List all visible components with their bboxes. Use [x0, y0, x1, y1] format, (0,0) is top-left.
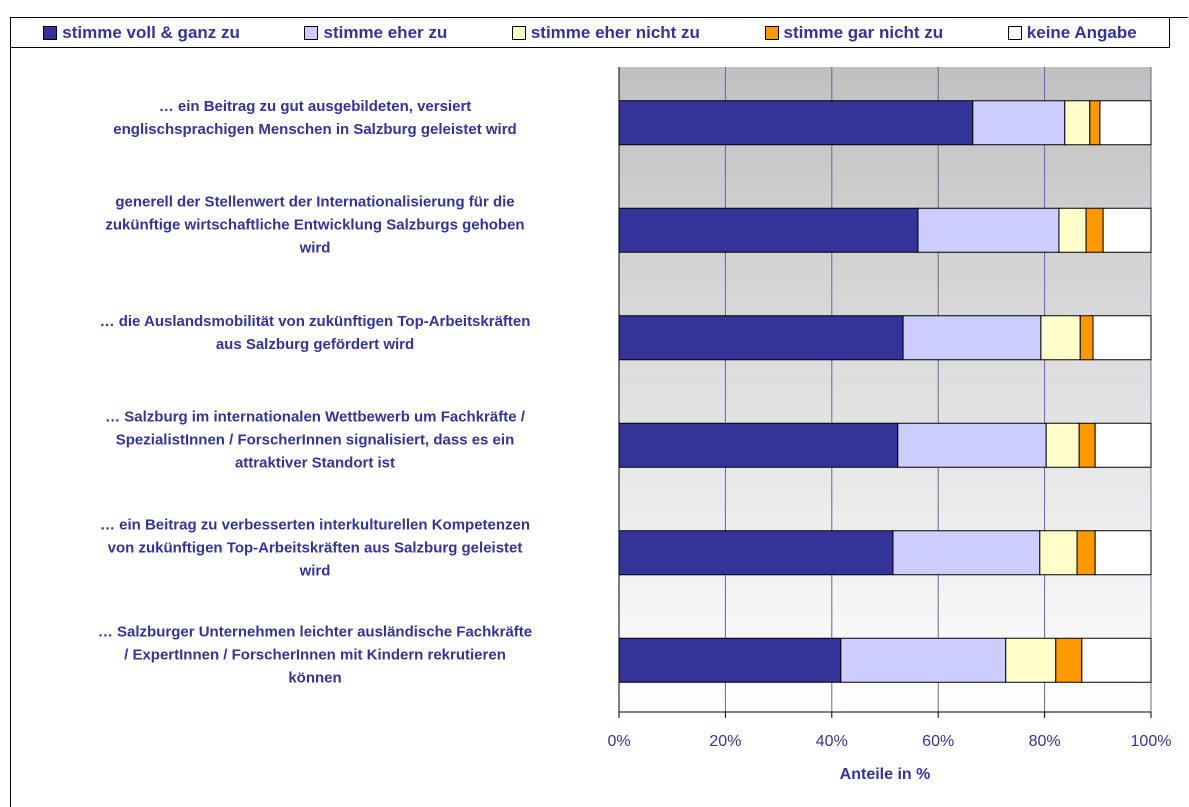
bar-segment	[1099, 100, 1152, 146]
category-label: … ein Beitrag zu gut ausgebildeten, vers…	[113, 97, 517, 138]
legend-item: stimme eher zu	[304, 23, 447, 43]
x-tick-label: 40%	[816, 733, 848, 750]
legend-label: stimme eher zu	[323, 22, 448, 42]
category-label: … Salzburger Unternehmen leichter auslän…	[97, 623, 533, 687]
x-axis-label: Anteile in %	[840, 766, 931, 783]
legend: stimme voll & ganz zu stimme eher zu stimm…	[10, 17, 1170, 48]
bar-segment	[1045, 422, 1080, 468]
legend-item: stimme eher nicht zu	[511, 22, 700, 43]
plot-background	[619, 67, 1151, 712]
legend-label: stimme voll & ganz zu	[62, 22, 240, 42]
bar-segment	[1058, 207, 1087, 253]
legend-swatch	[764, 25, 779, 40]
x-tick-label: 0%	[607, 733, 630, 750]
category-label: generell der Stellenwert der Internation…	[105, 193, 525, 257]
x-tick-label: 20%	[709, 733, 741, 750]
x-tick-label: 60%	[922, 733, 954, 750]
category-label: … Salzburg im internationalen Wettbewerb…	[105, 408, 525, 472]
bar-segment	[897, 422, 1047, 468]
bar-segment	[618, 530, 894, 576]
legend-swatch	[43, 25, 58, 40]
bar-segment	[1055, 637, 1083, 683]
bar-segment	[1094, 530, 1152, 576]
bar-segment	[1079, 315, 1094, 361]
bar-segment	[917, 207, 1060, 253]
bar-segment	[618, 422, 899, 468]
bar-segment	[1064, 100, 1091, 146]
bar-segment	[1081, 637, 1152, 683]
bar-segment	[618, 207, 919, 253]
legend-item: keine Angabe	[1007, 22, 1137, 43]
legend-swatch	[304, 25, 319, 40]
bar-segment	[1092, 315, 1152, 361]
bar-segment	[1005, 637, 1057, 683]
bar-segment	[1085, 207, 1104, 253]
bar-segment	[618, 315, 904, 361]
legend-item: stimme gar nicht zu	[764, 22, 944, 43]
x-tick-label: 80%	[1029, 733, 1061, 750]
bar-segment	[1078, 422, 1096, 468]
bar-segment	[1040, 315, 1081, 361]
legend-label: keine Angabe	[1026, 22, 1137, 42]
x-tick-label: 100%	[1131, 733, 1172, 750]
legend-item: stimme voll & ganz zu	[43, 23, 240, 43]
legend-swatch	[1007, 25, 1022, 40]
bar-segment	[972, 100, 1066, 146]
bar-segment	[902, 315, 1042, 361]
bar-segment	[892, 530, 1041, 576]
bar-segment	[618, 100, 974, 146]
bar-segment	[1039, 530, 1078, 576]
legend-label: stimme gar nicht zu	[783, 22, 944, 42]
bar-segment	[1094, 422, 1152, 468]
bar-segment	[840, 637, 1007, 683]
legend-swatch	[511, 25, 526, 40]
bar-segment	[1089, 100, 1101, 146]
category-label: … die Auslandsmobilität von zukünftigen …	[99, 312, 531, 353]
legend-label: stimme eher nicht zu	[530, 22, 700, 42]
category-label: … ein Beitrag zu verbesserten interkultu…	[99, 516, 531, 580]
bar-segment	[1102, 207, 1152, 253]
bar-segment	[618, 637, 842, 683]
bar-segment	[1076, 530, 1096, 576]
